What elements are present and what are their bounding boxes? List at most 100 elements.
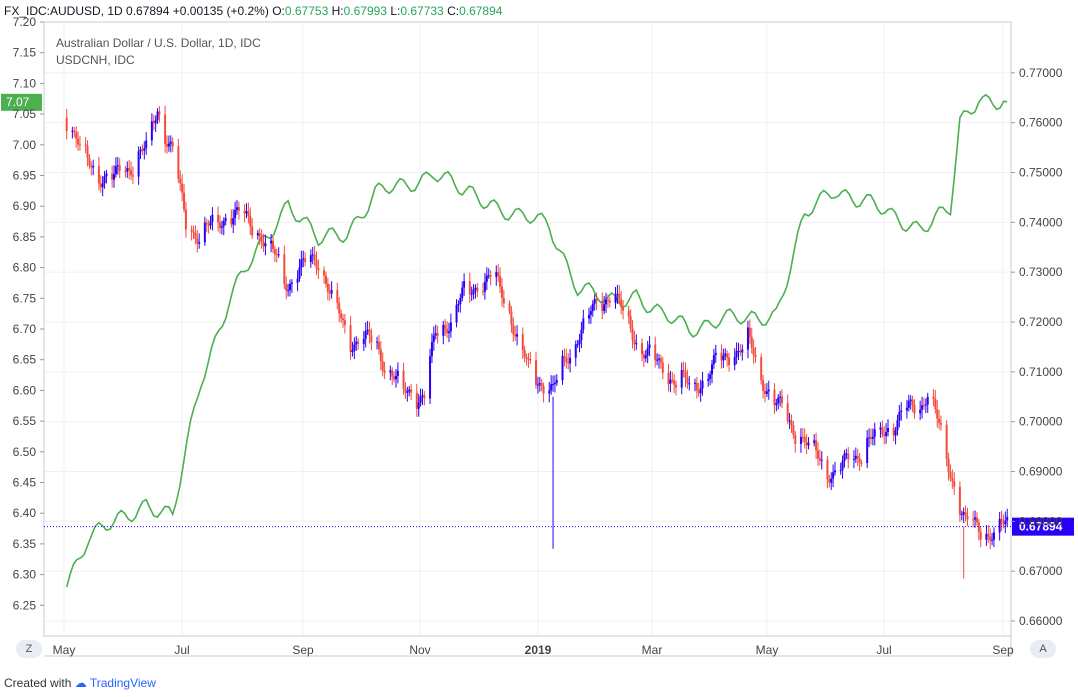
candle-up — [873, 429, 876, 437]
candle-up — [924, 404, 927, 406]
candle-up — [701, 380, 704, 389]
candle-up — [245, 211, 248, 214]
left-axis-labels: 7.20 7.15 7.10 7.05 7.00 6.95 6.90 6.85 6.80 6.75… — [13, 15, 44, 612]
candle-down — [243, 210, 246, 214]
open-value: 0.67753 — [284, 4, 329, 18]
candle-down — [171, 141, 174, 147]
time-axis-label[interactable]: Jul — [876, 643, 891, 657]
candle-up — [296, 278, 299, 283]
candle-up — [419, 396, 422, 403]
candle-down — [128, 168, 131, 171]
candle-up — [921, 405, 924, 410]
time-axis-label[interactable]: Mar — [642, 643, 663, 657]
candle-up — [680, 370, 683, 388]
right-axis-label: 0.70000 — [1019, 415, 1063, 429]
candle-down — [183, 192, 186, 210]
candle-down — [273, 248, 276, 255]
time-axis-label[interactable]: May — [53, 643, 76, 657]
candle-down — [152, 121, 155, 124]
candle-up — [463, 281, 466, 288]
candle-down — [97, 165, 100, 184]
candle-up — [832, 472, 835, 479]
candle-down — [542, 386, 545, 394]
candle-up — [290, 282, 293, 285]
candle-up — [1004, 520, 1007, 525]
candle-down — [563, 356, 566, 358]
candle-down — [661, 362, 664, 373]
candle-down — [489, 275, 492, 277]
candle-down — [622, 307, 625, 311]
candle-down — [527, 358, 530, 360]
candle-down — [951, 478, 954, 481]
time-axis-label[interactable]: 2019 — [525, 643, 552, 657]
candle-down — [260, 236, 263, 243]
candle-down — [860, 462, 863, 464]
auto-scale-button[interactable]: A — [1030, 640, 1056, 658]
candle-down — [468, 281, 471, 295]
candle-down — [754, 354, 757, 357]
candle-down — [523, 350, 526, 357]
candle-down — [510, 311, 513, 325]
candle-down — [540, 383, 543, 387]
candle-up — [926, 396, 929, 405]
candle-up — [169, 141, 172, 144]
candle-down — [381, 361, 384, 371]
candle-up — [886, 427, 889, 433]
candle-down — [370, 335, 373, 343]
candle-down — [826, 459, 829, 480]
candle-up — [991, 539, 994, 541]
candle-up — [126, 168, 129, 172]
time-axis-label[interactable]: Sep — [292, 643, 314, 657]
candle-down — [444, 324, 447, 329]
candle-up — [154, 120, 157, 124]
candle-down — [939, 423, 942, 425]
zoom-button[interactable]: Z — [16, 640, 42, 658]
candle-down — [786, 403, 789, 421]
candle-down — [90, 165, 93, 168]
candle-up — [429, 356, 432, 399]
footer: Created with ☁ TradingView — [0, 672, 1078, 697]
candle-down — [627, 310, 630, 317]
time-axis-label[interactable]: May — [756, 643, 779, 657]
candle-down — [892, 427, 895, 436]
candle-down — [230, 218, 233, 225]
candle-up — [614, 295, 617, 303]
candle-up — [569, 357, 572, 364]
candle-down — [535, 360, 538, 386]
time-axis-labels[interactable]: May Jul Sep Nov 2019 Mar May Jul Sep — [53, 643, 1014, 657]
time-axis-label[interactable]: Jul — [174, 643, 189, 657]
candle-down — [357, 341, 360, 344]
candle-up — [898, 412, 901, 421]
candle-up — [896, 420, 899, 431]
candle-down — [748, 327, 751, 337]
candle-up — [741, 349, 744, 353]
time-axis-label[interactable]: Sep — [992, 643, 1014, 657]
chart-legend: Australian Dollar / U.S. Dollar, 1D, IDC… — [56, 36, 261, 67]
candle-up — [574, 344, 577, 358]
candle-up — [550, 384, 553, 391]
tradingview-brand[interactable]: TradingView — [89, 676, 156, 690]
candle-up — [733, 357, 736, 366]
candle-down — [415, 392, 418, 409]
candle-up — [442, 324, 445, 336]
candle-down — [73, 130, 76, 133]
candle-down — [313, 254, 316, 261]
candle-up — [605, 299, 608, 305]
time-axis-label[interactable]: Nov — [409, 643, 430, 657]
candle-up — [220, 226, 223, 228]
candle-down — [847, 453, 850, 460]
candle-down — [671, 379, 674, 381]
candle-down — [697, 390, 700, 394]
audusd-candles — [65, 105, 1009, 579]
candle-up — [495, 272, 498, 277]
candle-up — [707, 378, 710, 381]
candle-down — [695, 382, 698, 391]
candle-up — [396, 370, 399, 376]
candle-up — [711, 364, 714, 375]
price-chart[interactable]: 0.67894 7.07 7.20 7.15 7.10 7.05 7.00 6.95 6.90… — [0, 0, 1078, 672]
candle-down — [247, 211, 250, 217]
candle-down — [368, 329, 371, 336]
candle-down — [343, 320, 346, 326]
candle-up — [143, 148, 146, 151]
chart-header: FX_IDC:AUDUSD, 1D 0.67894 +0.00135 (+0.2… — [0, 0, 1078, 22]
